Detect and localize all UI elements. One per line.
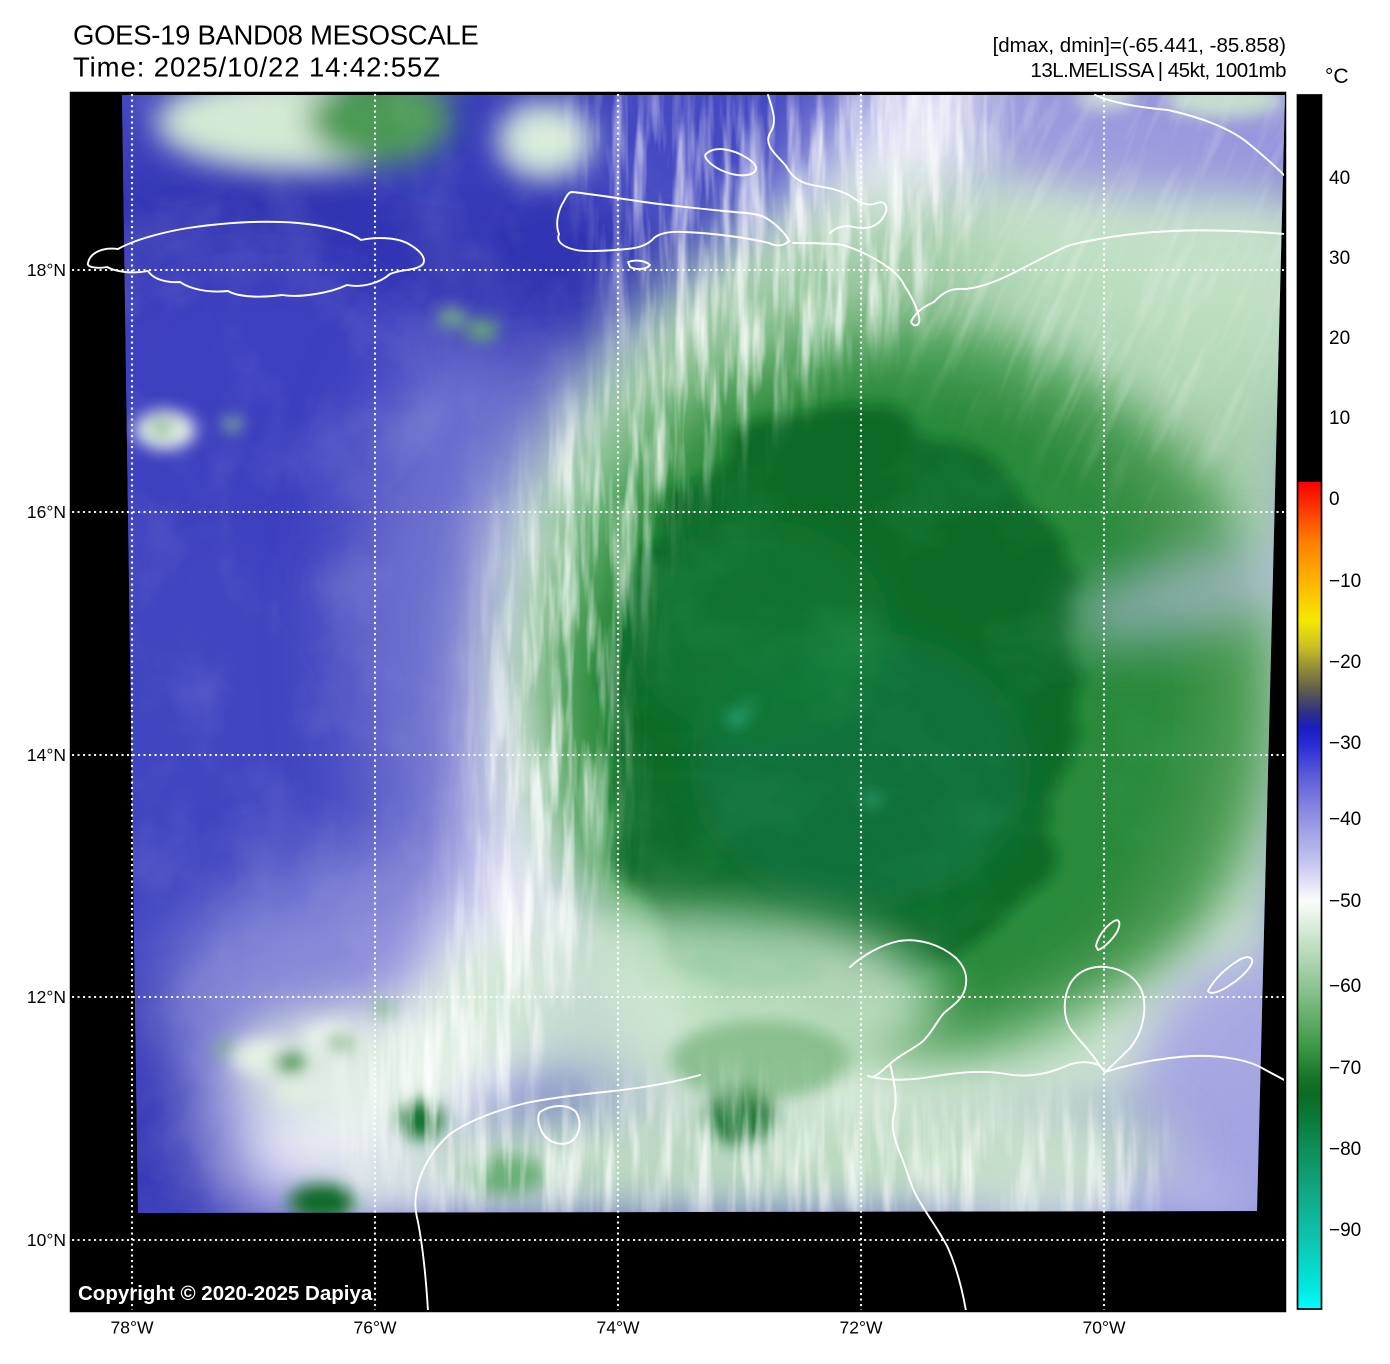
svg-text:°C: °C <box>1325 65 1349 88</box>
svg-text:14°N: 14°N <box>27 745 66 765</box>
svg-text:−20: −20 <box>1329 652 1361 673</box>
svg-text:−50: −50 <box>1329 891 1361 912</box>
svg-text:0: 0 <box>1329 489 1340 510</box>
svg-text:−40: −40 <box>1329 809 1361 830</box>
svg-text:GOES-19 BAND08 MESOSCALE: GOES-19 BAND08 MESOSCALE <box>73 20 478 51</box>
svg-text:Time: 2025/10/22 14:42:55Z: Time: 2025/10/22 14:42:55Z <box>73 52 441 83</box>
svg-text:[dmax, dmin]=(-65.441, -85.858: [dmax, dmin]=(-65.441, -85.858) <box>993 34 1286 57</box>
svg-text:−70: −70 <box>1329 1058 1361 1079</box>
svg-text:76°W: 76°W <box>354 1318 397 1338</box>
svg-text:Copyright © 2020-2025 Dapiya: Copyright © 2020-2025 Dapiya <box>78 1282 373 1305</box>
svg-text:−10: −10 <box>1329 571 1361 592</box>
svg-text:16°N: 16°N <box>27 502 66 522</box>
svg-text:78°W: 78°W <box>111 1318 154 1338</box>
svg-text:−80: −80 <box>1329 1139 1361 1160</box>
svg-text:72°W: 72°W <box>840 1318 883 1338</box>
svg-text:13L.MELISSA | 45kt, 1001mb: 13L.MELISSA | 45kt, 1001mb <box>1030 59 1286 82</box>
svg-text:30: 30 <box>1329 248 1350 269</box>
svg-text:18°N: 18°N <box>27 260 66 280</box>
svg-text:40: 40 <box>1329 168 1350 189</box>
svg-text:74°W: 74°W <box>597 1318 640 1338</box>
svg-text:10°N: 10°N <box>27 1230 66 1250</box>
svg-text:20: 20 <box>1329 328 1350 349</box>
svg-text:70°W: 70°W <box>1083 1318 1126 1338</box>
svg-text:−30: −30 <box>1329 733 1361 754</box>
svg-text:−60: −60 <box>1329 976 1361 997</box>
svg-text:12°N: 12°N <box>27 987 66 1007</box>
svg-text:−90: −90 <box>1329 1220 1361 1241</box>
svg-text:10: 10 <box>1329 408 1350 429</box>
